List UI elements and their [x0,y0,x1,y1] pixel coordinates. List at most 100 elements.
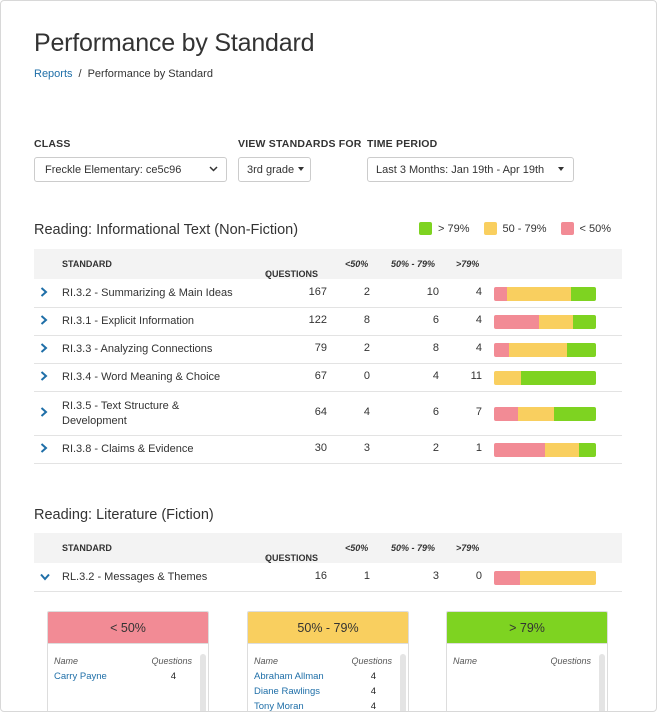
student-card-high: > 79% Name Questions [446,611,608,711]
card-col-name: Name [254,656,279,666]
caret-down-icon [298,167,305,172]
table-header: STANDARD QUESTIONS ↓ <50% 50% - 79% >79% [34,533,622,564]
bar-segment-high [566,343,596,357]
standard-name: RI.3.5 - Text Structure & Development [62,400,180,427]
count-high: 1 [475,442,482,454]
table-row[interactable]: RI.3.4 - Word Meaning & Choice 67 0 4 11 [34,364,622,392]
student-name-link[interactable]: Abraham Allman [254,671,324,682]
chevron-right-icon[interactable] [40,441,48,456]
questions-count: 167 [308,286,327,298]
bar-segment-mid [539,315,574,329]
standard-name: RI.3.8 - Claims & Evidence [62,443,194,455]
bar-segment-mid [508,343,567,357]
student-card-mid: 50% - 79% Name Questions Abraham Allman 4 D… [247,611,409,712]
grade-dropdown-button[interactable]: 3rd grade [238,157,311,182]
count-mid: 6 [432,314,439,326]
student-name-link[interactable]: Diane Rawlings [254,686,321,697]
distribution-bar [494,371,596,385]
legend-item-high: > 79% [419,222,470,235]
column-header-standard: STANDARD [62,259,112,269]
card-col-name: Name [453,656,478,666]
column-header-questions-label: QUESTIONS [265,553,319,563]
chevron-right-icon[interactable] [40,369,48,384]
legend-label-low: < 50% [579,222,612,235]
chevron-right-icon[interactable] [40,341,48,356]
student-row: Diane Rawlings 4 [254,686,392,697]
sort-arrow-down-icon: ↓ [265,269,270,280]
count-high: 4 [475,314,482,326]
legend-item-mid: 50 - 79% [483,222,547,235]
student-name-link[interactable]: Carry Payne [54,671,107,682]
card-col-questions: Questions [351,656,392,666]
class-select[interactable]: Freckle Elementary: ce5c96 [34,157,227,182]
bar-segment-low [494,315,540,329]
time-period-dropdown-button[interactable]: Last 3 Months: Jan 19th - Apr 19th [367,157,574,182]
sort-arrow-down-icon: ↓ [265,553,270,564]
legend-label-mid: 50 - 79% [502,222,547,235]
bar-segment-mid [518,407,554,421]
count-mid: 4 [432,370,439,382]
student-row: Tony Moran 4 [254,701,392,712]
column-header-low: <50% [345,543,369,553]
column-header-high: >79% [456,259,480,269]
table-row[interactable]: RI.3.2 - Summarizing & Main Ideas 167 2 … [34,279,622,308]
chevron-right-icon[interactable] [40,405,48,420]
bar-segment-low [494,407,518,421]
distribution-bar [494,343,596,357]
card-scrollbar[interactable] [200,654,206,711]
table-row[interactable]: RI.3.5 - Text Structure & Development 64… [34,392,622,436]
student-row: Abraham Allman 4 [254,671,392,682]
chevron-right-icon[interactable] [40,285,48,300]
bar-segment-low [494,343,509,357]
questions-count: 16 [314,570,327,582]
card-scrollbar[interactable] [400,654,406,711]
card-columns: Name Questions [453,656,591,666]
bar-segment-high [570,287,596,301]
column-header-mid: 50% - 79% [391,259,436,269]
legend-swatch-mid [483,222,497,235]
bar-segment-high [578,443,596,457]
standard-name: RI.3.4 - Word Meaning & Choice [62,371,221,383]
time-period-value: Last 3 Months: Jan 19th - Apr 19th [376,164,545,176]
student-questions: 4 [370,701,376,712]
student-name-link[interactable]: Tony Moran [254,701,304,712]
bar-segment-mid [545,443,579,457]
breadcrumb: Reports / Performance by Standard [34,68,213,80]
card-scrollbar[interactable] [599,654,605,711]
card-col-name: Name [54,656,79,666]
count-low: 4 [363,406,370,418]
time-filter-label: TIME PERIOD [367,138,438,150]
table-row[interactable]: RI.3.3 - Analyzing Connections 79 2 8 4 [34,336,622,364]
bar-segment-low [494,443,545,457]
distribution-bar [494,407,596,421]
chevron-down-icon[interactable] [40,569,50,584]
card-columns: Name Questions [254,656,392,666]
bar-segment-high [521,371,596,385]
count-mid: 2 [432,442,439,454]
card-columns: Name Questions [54,656,192,666]
standard-name: RL.3.2 - Messages & Themes [62,571,208,583]
questions-count: 122 [308,314,327,326]
table-row[interactable]: RL.3.2 - Messages & Themes 16 1 3 0 [34,563,622,592]
bar-segment-low [494,571,520,585]
section-title-literature: Reading: Literature (Fiction) [34,507,214,523]
breadcrumb-separator: / [78,68,82,80]
table-row[interactable]: RI.3.1 - Explicit Information 122 8 6 4 [34,308,622,336]
card-col-questions: Questions [151,656,192,666]
table-row[interactable]: RI.3.8 - Claims & Evidence 30 3 2 1 [34,436,622,464]
legend-label-high: > 79% [438,222,470,235]
card-header-low: < 50% [48,612,208,644]
student-questions: 4 [170,671,176,682]
card-header-high: > 79% [447,612,607,644]
class-select-value: Freckle Elementary: ce5c96 [45,164,182,176]
column-header-questions-label: QUESTIONS [265,269,319,279]
chevron-right-icon[interactable] [40,313,48,328]
card-header-mid: 50% - 79% [248,612,408,644]
breadcrumb-reports-link[interactable]: Reports [34,68,73,80]
count-low: 3 [363,442,370,454]
count-low: 0 [363,370,370,382]
distribution-bar [494,315,596,329]
legend-swatch-low [560,222,574,235]
student-questions: 4 [370,671,376,682]
